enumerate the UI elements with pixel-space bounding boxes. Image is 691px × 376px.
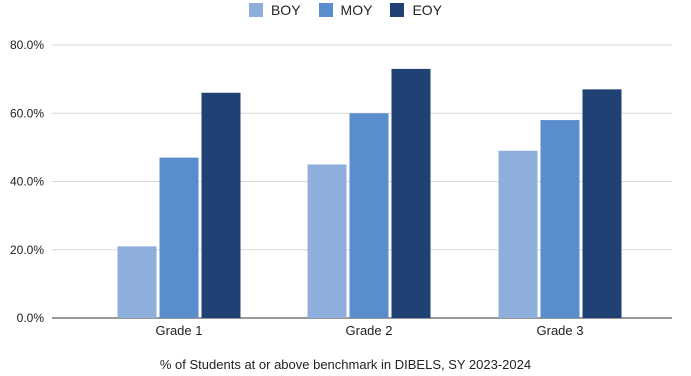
y-tick-label: 60.0% [10, 106, 44, 120]
bar-moy [159, 157, 199, 318]
legend-item-eoy: EOY [390, 2, 442, 18]
bar-eoy [391, 68, 431, 318]
y-tick-label: 80.0% [10, 38, 44, 52]
bar-boy [498, 150, 538, 318]
bar-eoy [201, 92, 241, 319]
legend-swatch-moy [318, 3, 333, 17]
legend: BOY MOY EOY [0, 2, 691, 18]
x-axis-title: % of Students at or above benchmark in D… [159, 357, 532, 372]
legend-item-moy: MOY [318, 2, 373, 18]
legend-swatch-eoy [390, 3, 405, 17]
bar-eoy [582, 89, 622, 318]
legend-label-moy: MOY [340, 2, 373, 18]
legend-label-eoy: EOY [412, 2, 443, 18]
bar-boy [307, 164, 347, 318]
legend-item-boy: BOY [248, 2, 301, 18]
bar-moy [540, 120, 580, 318]
legend-label-boy: BOY [270, 2, 301, 18]
bar-moy [349, 113, 389, 318]
x-tick-label: Grade 1 [156, 323, 203, 338]
bar-boy [117, 246, 157, 318]
y-tick-label: 40.0% [10, 175, 44, 189]
x-tick-label: Grade 3 [537, 323, 584, 338]
y-tick-label: 20.0% [10, 243, 44, 257]
y-tick-label: 0.0% [17, 311, 45, 325]
legend-swatch-boy [248, 3, 263, 17]
x-tick-label: Grade 2 [346, 323, 393, 338]
